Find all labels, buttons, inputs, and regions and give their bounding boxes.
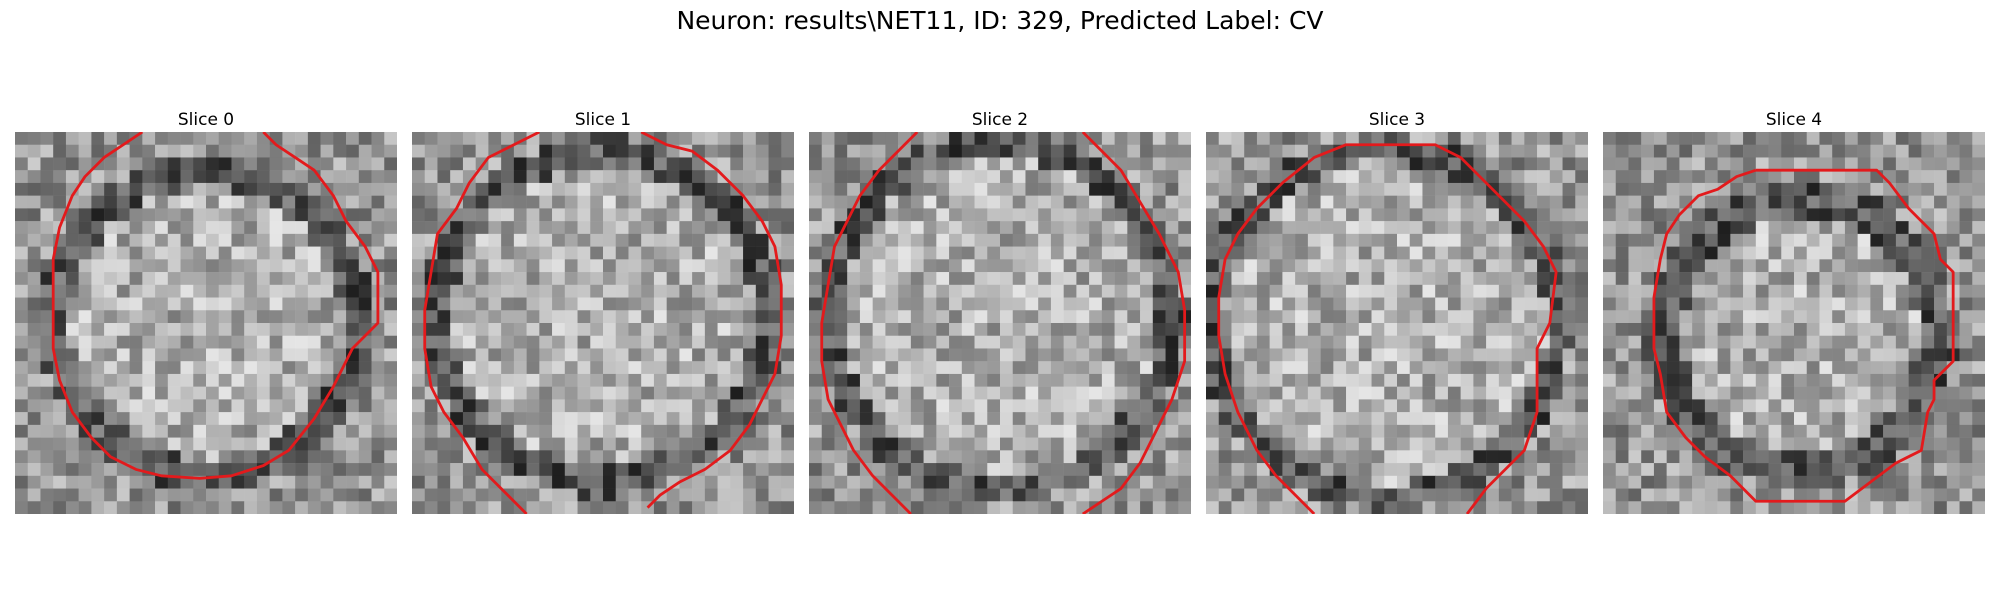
slice-pixels-1 bbox=[412, 132, 794, 514]
slice-image-4 bbox=[1603, 132, 1985, 514]
slice-title-4: Slice 4 bbox=[1765, 110, 1823, 130]
slice-contour-2b bbox=[1081, 132, 1187, 514]
slice-contour-3 bbox=[1217, 143, 1558, 514]
slice-title-0: Slice 0 bbox=[177, 110, 235, 130]
slice-contour-4 bbox=[1652, 168, 1955, 503]
slice-contour-0 bbox=[51, 132, 380, 480]
slice-contour-1 bbox=[423, 132, 540, 514]
slice-image-3 bbox=[1206, 132, 1588, 514]
slice-image-1 bbox=[412, 132, 794, 514]
slice-panel-0: Slice 0 bbox=[15, 108, 397, 514]
slice-contour-2 bbox=[820, 132, 919, 514]
slice-image-0 bbox=[15, 132, 397, 514]
slice-contour-1b bbox=[640, 132, 783, 509]
slice-pixels-3 bbox=[1206, 132, 1588, 514]
slice-title-3: Slice 3 bbox=[1368, 110, 1426, 130]
slice-pixels-2 bbox=[809, 132, 1191, 514]
figure-title: Neuron: results\NET11, ID: 329, Predicte… bbox=[676, 6, 1324, 35]
slice-panel-2: Slice 2 bbox=[809, 108, 1191, 514]
slice-panel-3: Slice 3 bbox=[1206, 108, 1588, 514]
slice-title-1: Slice 1 bbox=[574, 110, 632, 130]
slice-title-2: Slice 2 bbox=[971, 110, 1029, 130]
slice-pixels-4 bbox=[1603, 132, 1985, 514]
slice-image-2 bbox=[809, 132, 1191, 514]
slice-panel-4: Slice 4 bbox=[1603, 108, 1985, 514]
slice-panel-1: Slice 1 bbox=[412, 108, 794, 514]
slice-pixels-0 bbox=[15, 132, 397, 514]
